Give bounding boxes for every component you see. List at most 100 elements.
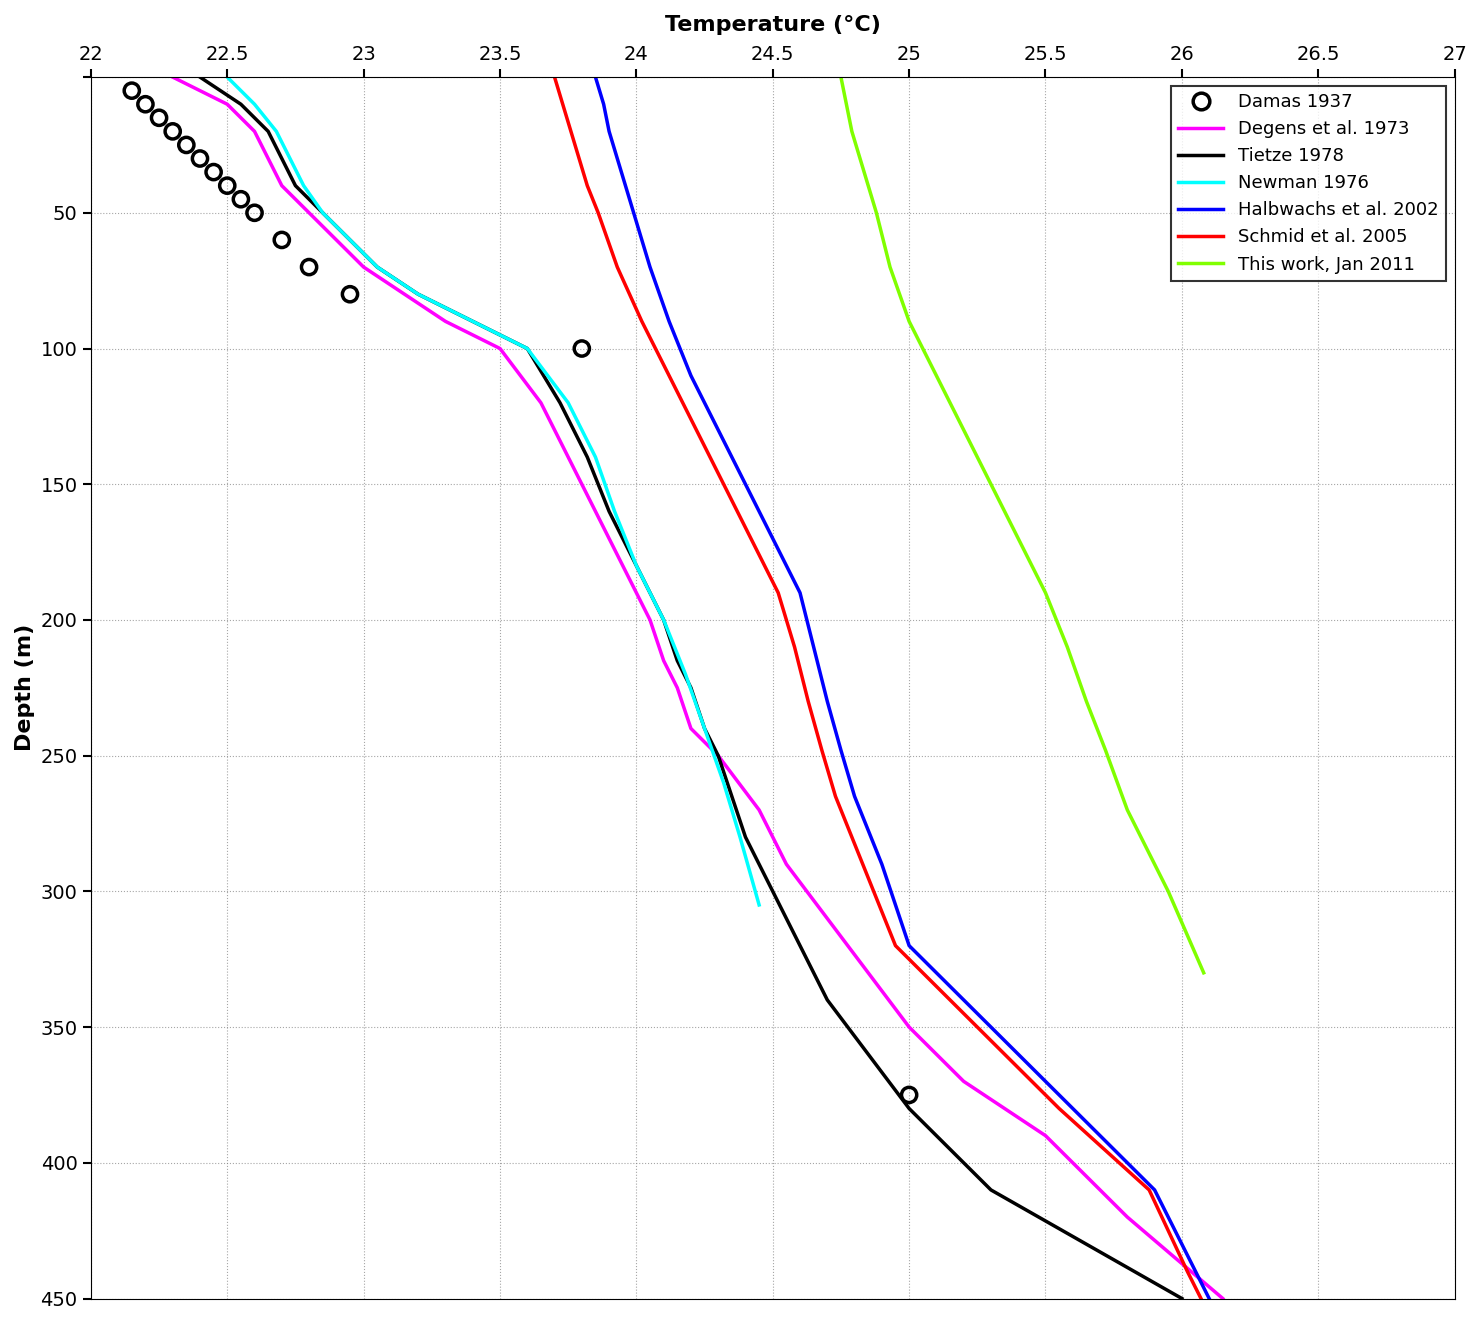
Line: Halbwachs et al. 2002: Halbwachs et al. 2002 xyxy=(596,77,1209,1298)
Y-axis label: Depth (m): Depth (m) xyxy=(15,624,36,751)
Newman 1976 xyxy=(627,558,645,574)
Halbwachs et al. 2002 xyxy=(587,69,605,85)
Tietze 1978 xyxy=(314,205,332,221)
Damas 1937 xyxy=(147,107,170,129)
Damas 1937 xyxy=(215,175,239,196)
Damas 1937 xyxy=(897,1084,920,1105)
Degens et al. 1973 xyxy=(491,341,508,356)
Tietze 1978 xyxy=(983,1182,1000,1198)
Schmid et al. 2005 xyxy=(1192,1291,1209,1306)
Degens et al. 1973 xyxy=(900,1019,917,1035)
Damas 1937 xyxy=(298,257,322,278)
Line: Degens et al. 1973: Degens et al. 1973 xyxy=(173,77,1223,1298)
Degens et al. 1973 xyxy=(396,286,413,302)
Tietze 1978 xyxy=(655,612,673,628)
Degens et al. 1973 xyxy=(1214,1291,1232,1306)
Tietze 1978 xyxy=(695,721,713,737)
Newman 1976 xyxy=(519,341,536,356)
Schmid et al. 2005 xyxy=(799,693,817,709)
Degens et al. 1973 xyxy=(587,504,605,519)
Line: Tietze 1978: Tietze 1978 xyxy=(200,77,1181,1298)
Newman 1976 xyxy=(750,897,768,913)
Schmid et al. 2005 xyxy=(886,938,904,954)
Degens et al. 1973 xyxy=(682,721,700,737)
Schmid et al. 2005 xyxy=(742,530,760,546)
Degens et al. 1973 xyxy=(165,69,182,85)
Tietze 1978 xyxy=(900,1101,917,1117)
Tietze 1978 xyxy=(409,286,427,302)
Schmid et al. 2005 xyxy=(1051,1101,1069,1117)
Degens et al. 1973 xyxy=(559,449,576,465)
Halbwachs et al. 2002 xyxy=(846,788,864,804)
Tietze 1978 xyxy=(191,69,209,85)
Halbwachs et al. 2002 xyxy=(763,530,781,546)
Tietze 1978 xyxy=(273,151,290,167)
Newman 1976 xyxy=(282,151,299,167)
Newman 1976 xyxy=(464,314,482,330)
Newman 1976 xyxy=(714,775,732,791)
Degens et al. 1973 xyxy=(954,1073,972,1089)
Damas 1937 xyxy=(338,284,362,305)
Tietze 1978 xyxy=(286,178,304,193)
Halbwachs et al. 2002 xyxy=(805,639,823,655)
Damas 1937 xyxy=(571,338,594,359)
Degens et al. 1973 xyxy=(818,910,836,926)
This work, Jan 2011 xyxy=(1097,742,1114,758)
Tietze 1978 xyxy=(791,938,809,954)
Degens et al. 1973 xyxy=(1119,1210,1137,1226)
This work, Jan 2011 xyxy=(1077,693,1095,709)
This work, Jan 2011 xyxy=(1119,802,1137,818)
Schmid et al. 2005 xyxy=(688,421,705,437)
This work, Jan 2011 xyxy=(843,123,861,139)
Degens et al. 1973 xyxy=(437,314,455,330)
Halbwachs et al. 2002 xyxy=(983,1019,1000,1035)
Newman 1976 xyxy=(341,232,359,248)
Halbwachs et al. 2002 xyxy=(1187,1264,1205,1280)
Halbwachs et al. 2002 xyxy=(818,693,836,709)
This work, Jan 2011 xyxy=(851,151,868,167)
Damas 1937 xyxy=(202,162,225,183)
This work, Jan 2011 xyxy=(928,368,946,384)
Halbwachs et al. 2002 xyxy=(600,123,618,139)
Schmid et al. 2005 xyxy=(633,314,651,330)
Line: Newman 1976: Newman 1976 xyxy=(227,77,759,905)
Newman 1976 xyxy=(731,829,748,845)
Tietze 1978 xyxy=(818,992,836,1008)
Halbwachs et al. 2002 xyxy=(737,476,754,492)
Newman 1976 xyxy=(246,97,264,113)
Schmid et al. 2005 xyxy=(1178,1264,1196,1280)
Tietze 1978 xyxy=(860,1047,877,1063)
Tietze 1978 xyxy=(723,788,741,804)
Schmid et al. 2005 xyxy=(659,368,677,384)
Schmid et al. 2005 xyxy=(769,584,787,600)
Legend: Damas 1937, Degens et al. 1973, Tietze 1978, Newman 1976, Halbwachs et al. 2002,: Damas 1937, Degens et al. 1973, Tietze 1… xyxy=(1171,86,1445,281)
Line: Schmid et al. 2005: Schmid et al. 2005 xyxy=(554,77,1200,1298)
Degens et al. 1973 xyxy=(778,856,796,872)
Degens et al. 1973 xyxy=(246,123,264,139)
Degens et al. 1973 xyxy=(259,151,277,167)
This work, Jan 2011 xyxy=(1058,639,1076,655)
This work, Jan 2011 xyxy=(1036,584,1054,600)
Schmid et al. 2005 xyxy=(854,856,871,872)
Degens et al. 1973 xyxy=(710,747,728,763)
Newman 1976 xyxy=(369,260,387,276)
Newman 1976 xyxy=(314,205,332,221)
Tietze 1978 xyxy=(341,232,359,248)
Tietze 1978 xyxy=(627,558,645,574)
Damas 1937 xyxy=(162,121,185,142)
Damas 1937 xyxy=(243,203,267,224)
Halbwachs et al. 2002 xyxy=(659,314,677,330)
Newman 1976 xyxy=(677,666,695,682)
Schmid et al. 2005 xyxy=(571,151,588,167)
Halbwachs et al. 2002 xyxy=(791,584,809,600)
This work, Jan 2011 xyxy=(1159,884,1177,900)
Halbwachs et al. 2002 xyxy=(642,260,659,276)
This work, Jan 2011 xyxy=(1009,530,1027,546)
Newman 1976 xyxy=(409,286,427,302)
Halbwachs et al. 2002 xyxy=(1064,1101,1082,1117)
Newman 1976 xyxy=(606,504,624,519)
Tietze 1978 xyxy=(578,449,596,465)
Tietze 1978 xyxy=(519,341,536,356)
Damas 1937 xyxy=(133,94,157,115)
Degens et al. 1973 xyxy=(273,178,290,193)
